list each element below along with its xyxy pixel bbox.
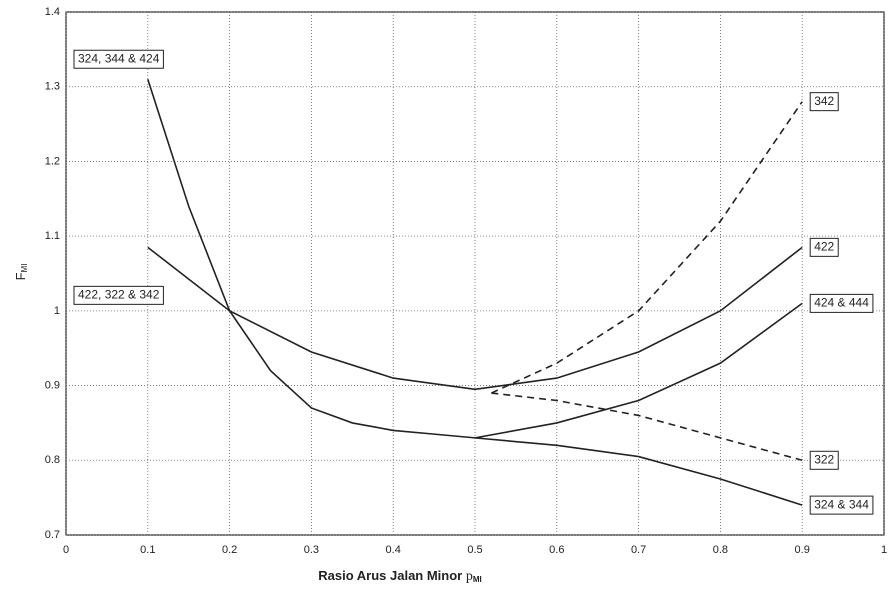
x-tick-label: 0	[63, 544, 69, 556]
legend-box	[809, 495, 874, 515]
x-label-subscript: MI	[473, 575, 482, 584]
x-tick-label: 0.2	[222, 544, 237, 556]
y-tick-label: 1.1	[45, 230, 60, 242]
x-tick-label: 1	[881, 544, 887, 556]
legend-box	[809, 450, 839, 470]
x-tick-label: 0.5	[467, 544, 482, 556]
legend-box	[809, 92, 839, 112]
y-tick-label: 0.7	[45, 529, 60, 541]
y-label-subscript: MI	[20, 264, 29, 273]
y-tick-label: 1.2	[45, 155, 60, 167]
legend-label: 322	[814, 452, 834, 466]
x-tick-label: 0.6	[549, 544, 564, 556]
y-tick-label: 1	[54, 305, 60, 317]
x-tick-label: 0.9	[795, 544, 810, 556]
legend-label: 422, 322 & 342	[78, 288, 160, 302]
legend-box	[809, 293, 874, 313]
x-label-symbol: p	[466, 569, 473, 584]
y-tick-label: 0.9	[45, 379, 60, 391]
y-label-text: F	[13, 272, 28, 280]
x-tick-label: 0.8	[713, 544, 728, 556]
x-tick-label: 0.7	[631, 544, 646, 556]
series-line	[491, 101, 803, 394]
y-tick-label: 1.3	[45, 81, 60, 93]
legend-label: 324, 344 & 424	[78, 51, 160, 65]
legend-label: 422	[814, 240, 834, 254]
y-axis-label: FMI	[13, 264, 29, 281]
series-line	[147, 246, 476, 391]
legend-label: 424 & 444	[814, 296, 869, 310]
x-tick-label: 0.4	[386, 544, 401, 556]
y-tick-label: 0.8	[45, 454, 60, 466]
legend-box	[73, 49, 164, 69]
series-line	[474, 246, 803, 391]
series-line	[491, 392, 803, 462]
legend-label: 324 & 344	[814, 497, 869, 511]
series-line	[147, 78, 476, 439]
x-label-text: Rasio Arus Jalan Minor	[318, 568, 462, 583]
x-axis-label: Rasio Arus Jalan Minor pMI	[318, 568, 482, 584]
y-tick-label: 1.4	[45, 6, 60, 18]
x-tick-label: 0.1	[140, 544, 155, 556]
legend-box	[809, 237, 839, 257]
legend-box	[73, 285, 164, 305]
legend-label: 342	[814, 94, 834, 108]
x-tick-label: 0.3	[304, 544, 319, 556]
series-line	[474, 302, 803, 439]
series-line	[474, 437, 803, 506]
